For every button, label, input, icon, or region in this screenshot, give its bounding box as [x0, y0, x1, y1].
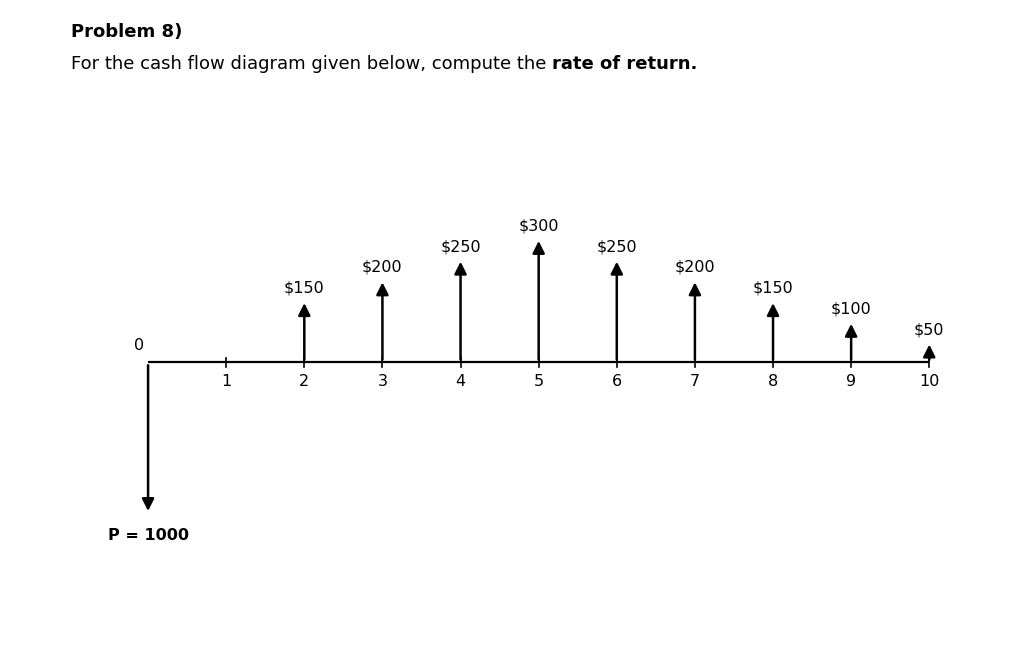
Text: 5: 5: [533, 374, 543, 389]
Text: 9: 9: [845, 374, 855, 389]
Text: $150: $150: [752, 281, 793, 296]
Text: P = 1000: P = 1000: [107, 528, 188, 543]
Text: For the cash flow diagram given below, compute the: For the cash flow diagram given below, c…: [71, 55, 551, 74]
Text: 10: 10: [918, 374, 938, 389]
Text: $300: $300: [518, 219, 558, 234]
Text: Problem 8): Problem 8): [71, 23, 182, 41]
Text: 0: 0: [133, 339, 144, 353]
Text: $150: $150: [284, 281, 325, 296]
Text: $250: $250: [440, 239, 480, 254]
Text: 8: 8: [767, 374, 777, 389]
Text: 2: 2: [299, 374, 309, 389]
Text: 1: 1: [220, 374, 232, 389]
Text: $250: $250: [595, 239, 637, 254]
Text: $50: $50: [913, 322, 943, 337]
Text: 7: 7: [690, 374, 700, 389]
Text: 3: 3: [377, 374, 387, 389]
Text: rate of return.: rate of return.: [551, 55, 697, 74]
Text: $200: $200: [362, 260, 402, 275]
Text: 4: 4: [455, 374, 465, 389]
Text: 6: 6: [611, 374, 621, 389]
Text: $200: $200: [674, 260, 715, 275]
Text: $100: $100: [830, 301, 870, 316]
